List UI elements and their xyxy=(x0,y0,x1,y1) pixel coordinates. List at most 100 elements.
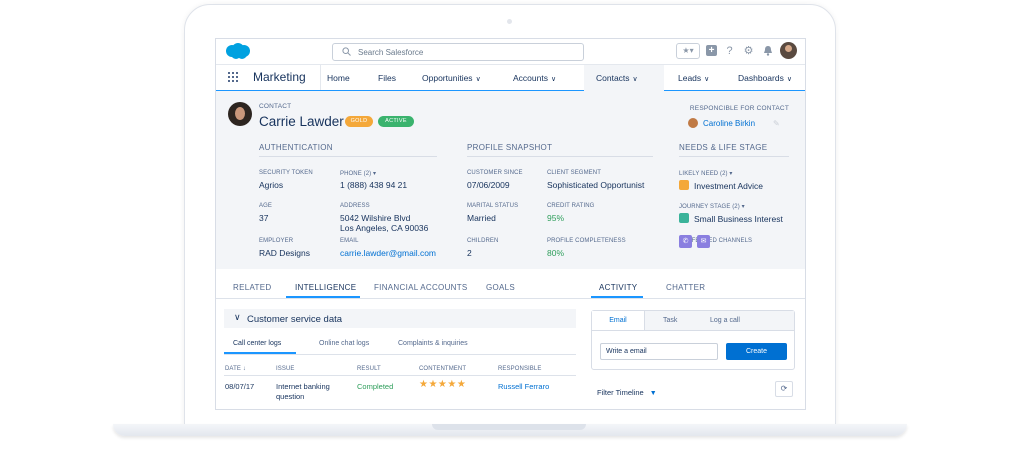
address-line2: Los Angeles, CA 90036 xyxy=(340,223,429,233)
journey-stage-label[interactable]: JOURNEY STAGE (2) ▾ xyxy=(679,204,745,210)
active-subtab-indicator xyxy=(224,352,296,354)
contentment-stars-rating: ★★★★★ xyxy=(419,379,467,390)
nav-item-files[interactable]: Files xyxy=(378,73,396,83)
column-header-responsible: RESPONSIBLE xyxy=(498,366,542,372)
activity-composer: Email Task Log a call Write a email Crea… xyxy=(591,310,795,370)
phone-channel-icon[interactable]: ✆ xyxy=(679,235,692,248)
write-email-input[interactable]: Write a email xyxy=(600,343,718,360)
refresh-icon[interactable]: ⟳ xyxy=(775,381,793,397)
tab-goals[interactable]: GOALS xyxy=(486,283,516,292)
profile-completeness-label: PROFILE COMPLETENESS xyxy=(547,238,626,244)
section-needs-life-stage: NEEDS & LIFE STAGE xyxy=(679,143,789,157)
email-label: EMAIL xyxy=(340,238,359,244)
credit-rating-label: CREDIT RATING xyxy=(547,203,595,209)
employer-label: EMPLOYER xyxy=(259,238,294,244)
likely-need-label[interactable]: LIKELY NEED (2) ▾ xyxy=(679,171,733,177)
tab-chatter[interactable]: CHATTER xyxy=(666,283,706,292)
nav-item-accounts[interactable]: Accounts ∨ xyxy=(513,73,556,83)
subtab-call-center-logs[interactable]: Call center logs xyxy=(233,340,282,347)
nav-item-label: Dashboards xyxy=(738,73,784,83)
salesforce-cloud-logo[interactable] xyxy=(224,43,252,60)
activity-panel: ACTIVITY CHATTER Email Task Log a call W… xyxy=(583,269,805,409)
column-header-contentment: CONTENTMENT xyxy=(419,366,467,372)
nav-item-label: Home xyxy=(327,73,350,83)
children-value: 2 xyxy=(467,248,472,258)
laptop-notch xyxy=(432,424,586,430)
edit-pencil-icon[interactable]: ✎ xyxy=(773,119,780,128)
search-placeholder: Search Salesforce xyxy=(358,48,424,57)
client-segment-value: Sophisticated Opportunist xyxy=(547,180,645,190)
create-button[interactable]: Create xyxy=(726,343,787,360)
tab-activity[interactable]: ACTIVITY xyxy=(599,283,638,292)
laptop-base xyxy=(113,424,907,436)
contact-highlights-panel: CONTACT Carrie Lawder GOLD ACTIVE RESPON… xyxy=(216,91,805,270)
security-token-value: Agrios xyxy=(259,180,284,190)
nav-item-home[interactable]: Home xyxy=(327,73,350,83)
search-input[interactable]: Search Salesforce xyxy=(332,43,584,61)
favorites-star-icon[interactable]: ★▾ xyxy=(676,42,700,59)
marital-status-label: MARITAL STATUS xyxy=(467,203,519,209)
business-icon xyxy=(679,213,689,223)
row-responsible-link[interactable]: Russell Ferraro xyxy=(498,382,550,391)
caret-down-icon: ▼ xyxy=(649,390,657,397)
profile-completeness-value: 80% xyxy=(547,248,565,258)
phone-value: 1 (888) 438 94 21 xyxy=(340,180,408,190)
active-badge: ACTIVE xyxy=(378,116,414,127)
security-token-label: SECURITY TOKEN xyxy=(259,170,313,176)
subtab-online-chat-logs[interactable]: Online chat logs xyxy=(319,340,370,347)
section-profile-snapshot: PROFILE SNAPSHOT xyxy=(467,143,653,157)
journey-stage-value: Small Business Interest xyxy=(679,213,783,225)
chevron-down-icon: ∨ xyxy=(786,76,792,83)
nav-item-opportunities[interactable]: Opportunities ∨ xyxy=(422,73,481,83)
filter-timeline-dropdown[interactable]: Filter Timeline ▼ xyxy=(597,388,657,397)
global-actions-plus-icon[interactable]: + xyxy=(706,45,717,56)
phone-label[interactable]: PHONE (2) ▾ xyxy=(340,171,377,177)
likely-need-text: Investment Advice xyxy=(694,181,763,191)
composer-tab-task[interactable]: Task xyxy=(663,317,678,324)
row-issue-line1: Internet banking xyxy=(276,382,330,391)
app-screen: Search Salesforce ★▾ + ? ⚙ Marketing Hom… xyxy=(215,38,806,410)
age-value: 37 xyxy=(259,213,269,223)
tab-intelligence[interactable]: INTELLIGENCE xyxy=(295,283,357,292)
tab-related[interactable]: RELATED xyxy=(233,283,272,292)
user-avatar[interactable] xyxy=(780,42,797,59)
likely-need-value: Investment Advice xyxy=(679,180,763,192)
nav-item-label: Files xyxy=(378,73,396,83)
address-label: ADDRESS xyxy=(340,203,370,209)
composer-tab-email[interactable]: Email xyxy=(592,311,645,330)
address-line1: 5042 Wilshire Blvd xyxy=(340,213,411,223)
app-launcher-grid-icon[interactable] xyxy=(228,72,238,82)
app-navigation-bar: Marketing Home Files Opportunities ∨ Acco… xyxy=(216,64,805,99)
responsible-label: RESPONCIBLE FOR CONTACT xyxy=(689,105,789,112)
email-channel-icon[interactable]: ✉ xyxy=(697,235,710,248)
email-link[interactable]: carrie.lawder@gmail.com xyxy=(340,248,437,258)
contact-name: Carrie Lawder xyxy=(259,114,344,129)
row-issue-line2: question xyxy=(276,392,305,401)
customer-since-value: 07/06/2009 xyxy=(467,180,510,190)
nav-item-leads[interactable]: Leads ∨ xyxy=(678,73,709,83)
help-icon[interactable]: ? xyxy=(726,44,733,57)
nav-item-label: Leads xyxy=(678,73,702,83)
nav-item-label: Accounts xyxy=(513,73,548,83)
chevron-down-icon: ∨ xyxy=(632,76,638,83)
app-name: Marketing xyxy=(253,70,306,84)
write-email-text: Write a email xyxy=(606,348,647,355)
customer-service-accordion[interactable]: ∨ Customer service data xyxy=(224,309,576,328)
responsible-person-link[interactable]: Caroline Birkin xyxy=(688,118,755,128)
row-result: Completed xyxy=(357,382,394,391)
tab-financial-accounts[interactable]: FINANCIAL ACCOUNTS xyxy=(374,283,468,292)
header-icons: ★▾ + ? ⚙ xyxy=(676,42,797,59)
chevron-down-icon: ∨ xyxy=(234,312,241,322)
notifications-bell-icon[interactable] xyxy=(761,44,774,57)
nav-item-dashboards[interactable]: Dashboards ∨ xyxy=(738,73,792,83)
record-tabs-panel: RELATED INTELLIGENCE FINANCIAL ACCOUNTS … xyxy=(216,269,584,409)
tabs-divider xyxy=(216,298,583,299)
active-tab-indicator xyxy=(286,296,360,298)
preferred-channels-label: PREFERRED CHANNELS xyxy=(679,238,753,244)
subtab-complaints-inquiries[interactable]: Complaints & inquiries xyxy=(398,340,468,347)
search-icon xyxy=(342,47,351,56)
composer-tab-log-call[interactable]: Log a call xyxy=(710,317,740,324)
table-header-divider xyxy=(224,375,576,376)
settings-gear-icon[interactable]: ⚙ xyxy=(743,45,754,57)
column-header-date[interactable]: DATE ↓ xyxy=(225,366,246,372)
